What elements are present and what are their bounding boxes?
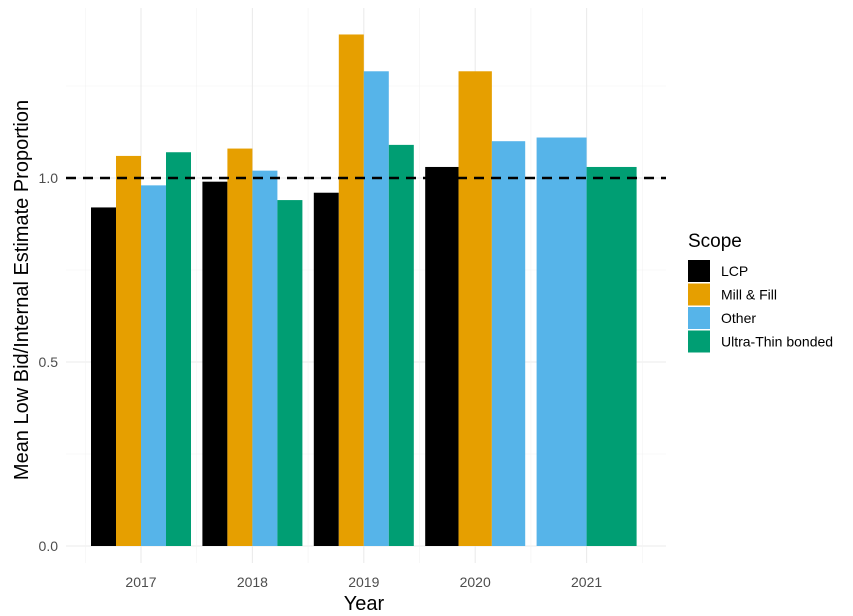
legend: Scope LCP Mill & Fill Other Ultra-Thin bond… <box>688 231 833 353</box>
bars <box>91 34 637 547</box>
legend-label: Mill & Fill <box>721 287 777 303</box>
bar-lcp-2019 <box>313 192 339 546</box>
bar-mill-fill-2020 <box>458 71 492 546</box>
x-tick-label: 2020 <box>460 574 491 590</box>
y-tick-label: 1.0 <box>39 170 59 186</box>
bar-lcp-2018 <box>202 181 228 546</box>
bar-ultra-thin-bonded-2021 <box>586 166 637 546</box>
x-tick-label: 2019 <box>348 574 379 590</box>
legend-swatch <box>688 260 710 282</box>
bar-lcp-2020 <box>425 166 459 546</box>
bar-mill-fill-2017 <box>116 155 141 547</box>
bar-lcp-2017 <box>91 207 116 546</box>
y-axis-title: Mean Low Bid/Internal Estimate Proportio… <box>11 100 33 480</box>
tick-labels: 0.0 0.5 1.0 2017 2018 2019 2020 2021 <box>39 170 603 590</box>
legend-swatch <box>688 283 710 306</box>
legend-title: Scope <box>688 231 742 252</box>
legend-label: Ultra-Thin bonded <box>721 334 833 350</box>
legend-label: Other <box>721 310 756 326</box>
x-axis-title: Year <box>344 593 385 615</box>
bar-other-2017 <box>141 185 166 547</box>
bar-mill-fill-2018 <box>227 148 253 546</box>
bar-other-2018 <box>252 170 278 546</box>
legend-label: LCP <box>721 263 748 279</box>
bar-ultra-thin-bonded-2017 <box>166 152 191 547</box>
bar-mill-fill-2019 <box>338 34 364 546</box>
x-tick-label: 2018 <box>237 574 268 590</box>
bar-other-2020 <box>491 141 526 546</box>
legend-swatch <box>688 307 710 329</box>
x-tick-label: 2021 <box>571 574 602 590</box>
legend-swatch <box>688 330 710 353</box>
bar-ultra-thin-bonded-2018 <box>277 200 303 546</box>
x-tick-label: 2017 <box>125 574 156 590</box>
y-tick-label: 0.0 <box>39 538 59 554</box>
bar-ultra-thin-bonded-2019 <box>388 144 414 546</box>
bar-other-2021 <box>536 137 587 546</box>
bar-other-2019 <box>363 71 389 546</box>
y-tick-label: 0.5 <box>39 354 59 370</box>
